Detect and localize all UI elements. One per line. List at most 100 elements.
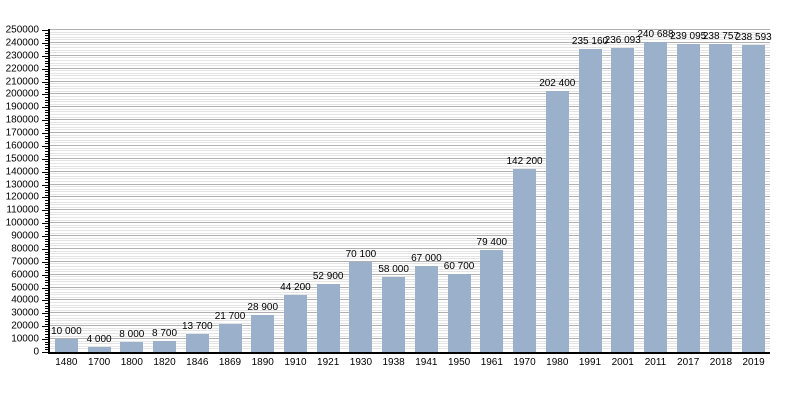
minor-gridline xyxy=(50,199,770,201)
minor-tick-mark xyxy=(45,246,48,248)
minor-tick-mark xyxy=(45,66,48,68)
minor-gridline xyxy=(50,186,770,188)
bar xyxy=(316,283,340,352)
major-gridline xyxy=(50,80,770,82)
minor-tick-mark xyxy=(45,187,48,189)
bar-value-label: 70 100 xyxy=(345,248,377,260)
major-tick-mark xyxy=(42,42,48,44)
major-tick-mark xyxy=(42,261,48,263)
y-tick-label: 0 xyxy=(33,346,39,358)
major-tick-mark xyxy=(42,184,48,186)
x-tick-label: 1980 xyxy=(546,357,569,368)
minor-tick-mark xyxy=(45,143,48,145)
major-tick-mark xyxy=(42,171,48,173)
minor-tick-mark xyxy=(45,349,48,351)
major-tick-mark xyxy=(42,223,48,225)
major-tick-mark xyxy=(42,352,48,353)
minor-tick-mark xyxy=(45,179,48,181)
major-tick-mark xyxy=(42,339,48,341)
minor-gridline xyxy=(50,332,770,334)
minor-tick-mark xyxy=(45,76,48,78)
minor-tick-mark xyxy=(45,328,48,330)
minor-tick-mark xyxy=(45,341,48,343)
minor-gridline xyxy=(50,320,770,322)
minor-tick-mark xyxy=(45,256,48,258)
y-tick-label: 210000 xyxy=(5,76,39,88)
minor-gridline xyxy=(50,62,770,64)
bar-value-label: 236 093 xyxy=(604,34,641,46)
major-tick-mark xyxy=(42,313,48,315)
x-axis-line xyxy=(48,352,770,354)
minor-tick-mark xyxy=(45,91,48,93)
bar-value-label: 52 900 xyxy=(312,270,344,282)
minor-gridline xyxy=(50,240,770,242)
minor-gridline xyxy=(50,75,770,77)
x-tick-label: 1890 xyxy=(251,357,274,368)
major-tick-mark xyxy=(42,274,48,276)
major-gridline xyxy=(50,222,770,224)
minor-tick-mark xyxy=(45,37,48,39)
minor-gridline xyxy=(50,36,770,38)
major-tick-mark xyxy=(42,326,48,328)
minor-gridline xyxy=(50,191,770,193)
minor-tick-mark xyxy=(45,96,48,98)
minor-tick-mark xyxy=(45,295,48,297)
minor-gridline xyxy=(50,147,770,149)
major-gridline xyxy=(50,183,770,185)
major-gridline xyxy=(50,106,770,108)
major-gridline xyxy=(50,29,770,30)
minor-gridline xyxy=(50,237,770,239)
minor-gridline xyxy=(50,266,770,267)
minor-gridline xyxy=(50,103,770,105)
y-tick-label: 90000 xyxy=(11,230,39,242)
major-gridline xyxy=(50,286,770,288)
minor-gridline xyxy=(50,224,770,226)
minor-gridline xyxy=(50,34,770,36)
minor-tick-mark xyxy=(45,292,48,294)
minor-gridline xyxy=(50,39,770,41)
minor-tick-mark xyxy=(45,266,48,268)
x-tick-label: 1930 xyxy=(349,357,373,368)
minor-tick-mark xyxy=(45,163,48,165)
minor-gridline xyxy=(50,175,770,177)
bar-value-label: 13 700 xyxy=(181,321,213,333)
minor-tick-mark xyxy=(45,254,48,256)
y-axis-line xyxy=(48,29,50,354)
minor-tick-mark xyxy=(45,58,48,60)
minor-gridline xyxy=(50,139,770,141)
bar-value-label: 60 700 xyxy=(443,260,475,272)
bar xyxy=(545,91,569,352)
minor-gridline xyxy=(50,65,770,67)
bar-value-label: 238 757 xyxy=(702,31,739,43)
bar-value-label: 21 700 xyxy=(214,311,246,323)
x-tick-label: 1991 xyxy=(578,357,602,368)
minor-gridline xyxy=(50,77,770,79)
minor-gridline xyxy=(50,114,770,116)
major-tick-mark xyxy=(42,236,48,238)
major-gridline xyxy=(50,119,770,121)
minor-gridline xyxy=(50,160,770,162)
bar xyxy=(611,47,635,352)
major-tick-mark xyxy=(42,30,48,31)
minor-tick-mark xyxy=(45,251,48,253)
major-tick-mark xyxy=(42,300,48,302)
minor-gridline xyxy=(50,57,770,59)
major-gridline xyxy=(50,67,770,69)
minor-gridline xyxy=(50,258,770,260)
minor-tick-mark xyxy=(45,138,48,140)
minor-gridline xyxy=(50,335,770,337)
minor-gridline xyxy=(50,85,770,87)
major-tick-mark xyxy=(42,145,48,147)
minor-tick-mark xyxy=(45,84,48,86)
minor-tick-mark xyxy=(45,212,48,214)
minor-gridline xyxy=(50,201,770,203)
minor-gridline xyxy=(50,330,770,332)
bar-value-label: 79 400 xyxy=(476,236,508,248)
minor-tick-mark xyxy=(45,264,48,266)
y-tick-label: 250000 xyxy=(5,24,39,36)
bar xyxy=(676,44,700,352)
minor-tick-mark xyxy=(45,166,48,168)
minor-tick-mark xyxy=(45,297,48,299)
bar-value-label: 58 000 xyxy=(378,264,409,276)
minor-tick-mark xyxy=(45,73,48,75)
